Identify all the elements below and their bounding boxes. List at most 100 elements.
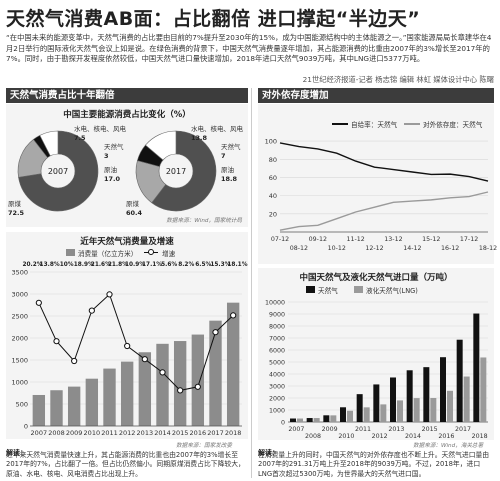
imp-source: 数据来源：Wind，海关总署: [413, 443, 484, 449]
y-tick-label: 0: [24, 423, 28, 431]
bar: [138, 352, 152, 426]
growth-data-label: 6.5%: [195, 262, 211, 268]
bar: [120, 361, 134, 426]
x-tick-label: 2014: [405, 433, 421, 440]
bar: [50, 390, 63, 426]
y-tick-label: 1000: [11, 379, 28, 387]
y-tick-label: 2500: [11, 313, 28, 321]
y-tick-label: 3000: [269, 384, 285, 391]
x-tick-label: 2015: [422, 426, 438, 433]
x-tick-label: 2012: [119, 429, 136, 437]
growth-marker: [194, 383, 201, 390]
pie-charts: 2007水电、核电、风电7.5天然气3原油17.0原煤72.52017水电、核电…: [8, 124, 244, 217]
x-tick-label: 2018: [472, 433, 488, 440]
x-tick-label: 15-12: [422, 236, 440, 243]
y-tick-label: 1000: [269, 408, 285, 415]
pie-category-label: 水电、核电、风电: [191, 124, 244, 133]
x-tick-label: 2016: [438, 433, 454, 440]
dependency-chart: 20 40 60 80 100 07-1208-1209-1210-1211-1212-1…: [265, 138, 498, 252]
x-tick-label: 16-12: [441, 245, 459, 252]
consumption-chart-panel: 近年天然气消费量及增速 消费量（亿立方米） 增速 0 500 1000 1500 200…: [6, 232, 248, 439]
growth-marker: [141, 356, 148, 363]
growth-data-label: 20.2%: [22, 262, 42, 268]
growth-marker: [53, 338, 60, 345]
x-tick-label: 2009: [66, 429, 83, 437]
growth-data-label: 8.2%: [178, 262, 194, 268]
x-tick-label: 10-12: [328, 245, 346, 252]
bar-gas: [290, 418, 296, 422]
pie-category-label: 原油: [221, 165, 234, 174]
legend-a-label: 自给率：天然气: [351, 121, 398, 129]
x-tick-label: 08-12: [290, 245, 308, 252]
growth-marker: [88, 307, 95, 314]
bar-lng: [363, 407, 370, 422]
x-tick-label: 14-12: [403, 245, 421, 252]
pie-category-label: 原煤: [8, 199, 22, 208]
bar-lng: [480, 357, 487, 422]
pie-chart-panel: 中国主要能源消费占比变化（%） 2007 水电、核电、风电 7.5 天然气 3 原油 17.…: [6, 104, 248, 227]
x-tick-label: 2011: [355, 426, 371, 433]
note-left: 近年来天然气消费量快速上升，其占能源消费的比重也由2007年的3%增长至2017…: [6, 451, 245, 478]
section-header-right: 对外依存度增加: [258, 88, 494, 103]
legend-line-marker: [148, 249, 154, 255]
note-left-title: 解读：: [6, 449, 27, 457]
bar-gas: [306, 418, 313, 422]
column-divider: [251, 88, 252, 478]
bar-lng: [463, 376, 470, 422]
legend-lng-swatch: [354, 286, 363, 293]
growth-data-label: 18.1%: [227, 262, 247, 268]
y-tick-label: 1500: [11, 357, 28, 365]
bar-lng: [447, 390, 453, 422]
y-tick-label: 5000: [269, 360, 285, 367]
imp-panel-title: 中国天然气及液化天然气进口量（万吨）: [299, 273, 453, 283]
bar: [173, 341, 187, 426]
y-tick-label: 3500: [11, 269, 28, 277]
x-tick-label: 2011: [101, 429, 118, 437]
pie-value-label: 72.5: [8, 209, 25, 217]
bar-lng: [397, 400, 403, 422]
growth-marker: [159, 369, 166, 376]
x-tick-label: 2010: [84, 429, 101, 437]
pie-value-label: 7.5: [74, 134, 86, 142]
bar: [156, 343, 169, 426]
y-tick-label: 3000: [11, 291, 28, 299]
bar-gas: [390, 377, 396, 422]
growth-data-label: 17.1%: [142, 262, 162, 268]
pie-year-label: 2017: [166, 167, 186, 176]
bar-gas: [473, 313, 480, 422]
growth-marker: [212, 329, 219, 336]
y-tick-label: 8000: [269, 324, 285, 331]
x-tick-label: 2017: [455, 426, 471, 433]
self-sufficiency-line: [279, 142, 489, 182]
pie-hole: [40, 153, 76, 189]
y-tick-label: 0: [281, 420, 285, 427]
pie-category-label: 原煤: [126, 199, 140, 208]
pie-value-label: 18.8: [221, 175, 238, 183]
growth-marker: [230, 312, 237, 319]
growth-data-label: 10%: [60, 262, 74, 268]
growth-line: [38, 293, 234, 391]
x-tick-label: 2007: [288, 426, 304, 433]
x-tick-label: 18-12: [479, 245, 497, 252]
bar-lng: [297, 418, 303, 422]
dependency-chart-panel: 自给率：天然气 对外依存度：天然气 20 40 60 80 100 07-12 08-12 0…: [258, 104, 498, 264]
bar-gas: [340, 407, 346, 422]
dependency-line: [279, 191, 489, 231]
growth-data-label: 13.8%: [40, 262, 60, 268]
bar-gas: [323, 415, 330, 422]
import-chart-panel: 中国天然气及液化天然气进口量（万吨） 天然气 液化天然气(LNG) 0 1000 2…: [258, 268, 494, 440]
x-tick-label: 2009: [322, 426, 338, 433]
import-chart: 0 1000 2000 3000 4000 5000 6000 7000 8000 9000 100…: [265, 300, 488, 440]
x-tick-label: 13-12: [384, 236, 402, 243]
growth-marker: [71, 357, 78, 365]
bar-lng: [313, 418, 320, 422]
bar: [32, 394, 46, 426]
pie-value-label: 60.4: [126, 209, 143, 217]
page-title: 天然气消费AB面：占比翻倍 进口撑起“半边天”: [6, 8, 421, 30]
pie-category-label: 原油: [104, 165, 117, 174]
legend-lng-label: 液化天然气(LNG): [366, 287, 418, 295]
legend-b-label: 对外依存度：天然气: [423, 121, 483, 129]
legend-gas-label: 天然气: [318, 287, 338, 295]
pie-hole: [158, 153, 194, 189]
x-tick-label: 2018: [225, 429, 242, 437]
